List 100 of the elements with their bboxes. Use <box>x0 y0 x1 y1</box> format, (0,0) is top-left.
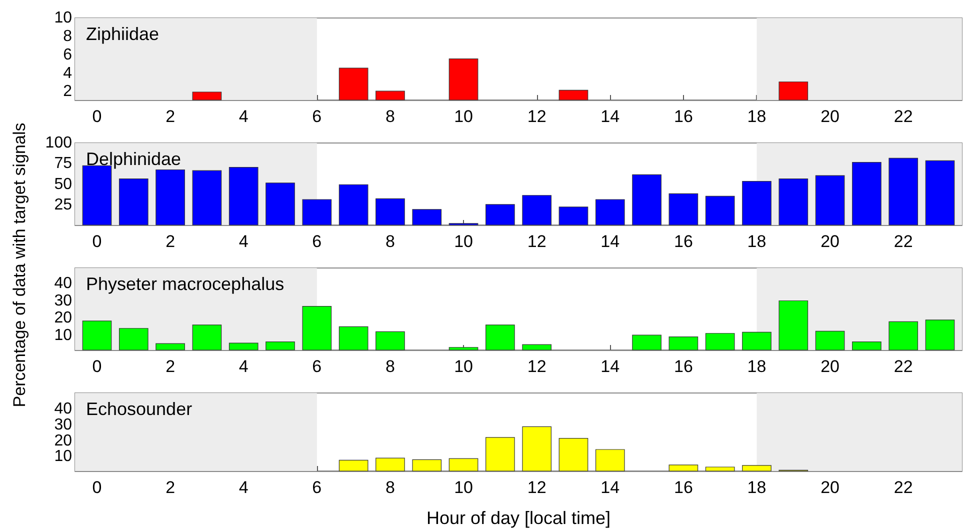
x-tick-label: 2 <box>166 478 176 497</box>
x-tick-label: 8 <box>385 232 395 251</box>
x-tick-label: 0 <box>92 107 102 126</box>
y-tick-label: 40 <box>54 400 72 418</box>
bar <box>338 460 368 472</box>
x-tick-label: 14 <box>600 478 620 497</box>
x-tick-label: 2 <box>166 357 176 376</box>
bar <box>522 426 552 472</box>
x-tick-label: 10 <box>454 357 473 376</box>
bar <box>118 178 148 226</box>
chart-title: Physeter macrocephalus <box>86 274 284 294</box>
bar <box>742 181 772 226</box>
y-tick-label: 30 <box>54 292 72 310</box>
x-tick-label: 4 <box>238 107 248 126</box>
x-tick-label: 22 <box>894 478 913 497</box>
x-tick-label: 22 <box>894 357 913 376</box>
x-tick-label: 0 <box>92 232 102 251</box>
x-tick-label: 12 <box>527 478 546 497</box>
bar <box>558 206 588 226</box>
bar <box>376 198 405 226</box>
bar <box>852 162 882 226</box>
bar <box>266 182 295 226</box>
y-tick-label: 40 <box>54 275 72 292</box>
x-tick-label: 20 <box>820 232 840 251</box>
bar <box>595 449 625 472</box>
x-tick-label: 6 <box>312 478 322 497</box>
x-tick-label: 12 <box>527 232 546 251</box>
x-tick-label: 6 <box>312 357 322 376</box>
x-tick-label: 0 <box>92 357 102 376</box>
chart-title: Ziphiidae <box>86 24 160 44</box>
x-tick-label: 8 <box>385 107 395 126</box>
x-tick-label: 2 <box>166 107 176 126</box>
bar <box>595 199 625 226</box>
bar <box>376 458 405 472</box>
y-tick-label: 6 <box>63 46 72 64</box>
x-tick-label: 2 <box>166 232 176 251</box>
x-axis-title: Hour of day [local time] <box>426 508 611 528</box>
x-tick-label: 18 <box>747 107 766 126</box>
bar <box>668 193 698 226</box>
x-tick-label: 22 <box>894 107 913 126</box>
x-tick-label: 16 <box>674 357 693 376</box>
x-tick-label: 6 <box>312 232 322 251</box>
x-tick-label: 22 <box>894 232 913 251</box>
x-tick-label: 14 <box>600 232 620 251</box>
x-tick-label: 12 <box>527 107 546 126</box>
x-tick-label: 8 <box>385 478 395 497</box>
bar <box>668 464 698 472</box>
bar <box>486 437 515 472</box>
bar <box>705 466 735 472</box>
x-tick-label: 6 <box>312 107 322 126</box>
bar <box>558 438 588 472</box>
x-tick-label: 18 <box>747 357 766 376</box>
y-tick-label: 10 <box>54 10 72 26</box>
x-tick-label: 0 <box>92 478 102 497</box>
y-axis-title: Percentage of data with target signals <box>10 122 30 408</box>
bar <box>192 170 222 226</box>
bar <box>778 178 808 226</box>
y-tick-label: 20 <box>54 310 72 327</box>
x-tick-label: 14 <box>600 357 620 376</box>
bar <box>228 166 258 226</box>
x-tick-label: 18 <box>747 478 766 497</box>
y-tick-label: 75 <box>54 155 72 172</box>
x-tick-label: 10 <box>454 232 473 251</box>
bar <box>412 209 442 226</box>
bar <box>448 458 478 472</box>
y-tick-label: 4 <box>63 64 72 82</box>
x-tick-label: 10 <box>454 107 473 126</box>
bar <box>888 158 918 226</box>
x-tick-label: 4 <box>238 232 248 251</box>
y-tick-label: 8 <box>63 28 72 45</box>
x-tick-label: 14 <box>600 107 620 126</box>
x-tick-label: 20 <box>820 107 840 126</box>
x-tick-label: 4 <box>238 357 248 376</box>
y-tick-label: 100 <box>45 134 72 152</box>
bar <box>815 175 845 226</box>
y-tick-label: 2 <box>63 83 72 100</box>
bar <box>486 204 515 226</box>
bar <box>705 196 735 226</box>
y-tick-label: 30 <box>54 416 72 434</box>
x-tick-label: 10 <box>454 478 473 497</box>
bar <box>925 160 955 226</box>
chart-title: Echosounder <box>86 399 192 419</box>
x-tick-label: 4 <box>238 478 248 497</box>
bar <box>632 174 662 226</box>
bar <box>338 184 368 226</box>
y-tick-label: 20 <box>54 432 72 450</box>
bar <box>412 459 442 472</box>
bar <box>522 195 552 226</box>
x-tick-label: 8 <box>385 357 395 376</box>
x-tick-label: 20 <box>820 357 840 376</box>
x-tick-label: 16 <box>674 478 693 497</box>
x-tick-label: 16 <box>674 107 693 126</box>
bar <box>742 465 772 472</box>
x-tick-label: 16 <box>674 232 693 251</box>
x-tick-label: 12 <box>527 357 546 376</box>
y-tick-label: 25 <box>54 196 72 214</box>
y-tick-label: 50 <box>54 176 72 193</box>
x-tick-label: 20 <box>820 478 840 497</box>
y-tick-label: 10 <box>54 448 72 466</box>
x-tick-label: 18 <box>747 232 766 251</box>
